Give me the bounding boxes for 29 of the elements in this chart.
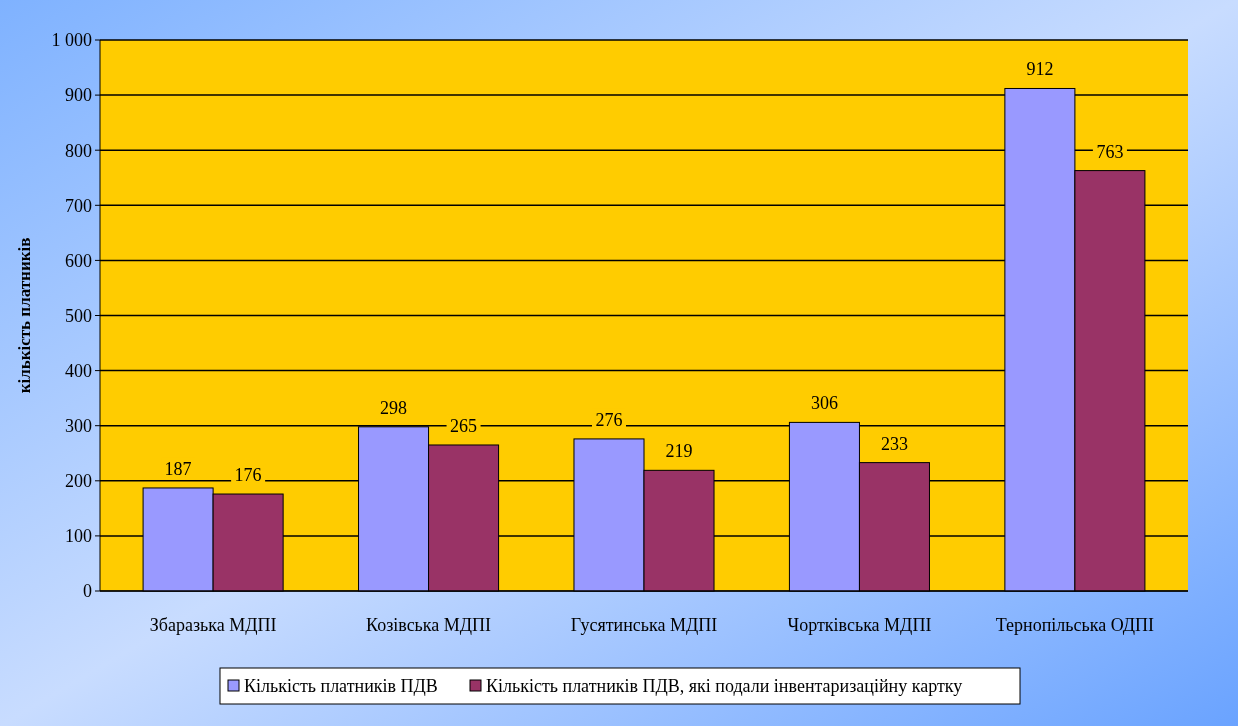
y-tick-label: 0	[83, 581, 92, 602]
y-tick-label: 800	[65, 140, 92, 161]
y-tick-label: 400	[65, 360, 92, 381]
y-tick-label: 100	[65, 526, 92, 547]
data-label: 763	[1096, 141, 1124, 162]
y-tick-label: 700	[65, 195, 92, 216]
data-label: 306	[810, 393, 838, 414]
y-tick-label: 300	[65, 416, 92, 436]
data-label: 265	[450, 415, 478, 436]
x-tick-label: Козівська МДПІ	[366, 615, 492, 635]
data-label: 219	[665, 441, 693, 462]
x-tick-label: Тернопільська ОДПІ	[995, 615, 1155, 635]
data-label: 176	[234, 465, 262, 486]
legend-label: Кількість платників ПДВ	[244, 676, 438, 697]
y-tick-label: 500	[65, 305, 92, 326]
x-tick-label: Збаразька МДПІ	[149, 615, 277, 635]
data-label: 276	[595, 409, 623, 430]
data-label: 187	[164, 458, 192, 479]
data-label: 912	[1026, 59, 1054, 80]
legend-label: Кількість платників ПДВ, які подали інвентаризаційну картку	[486, 676, 963, 697]
x-tick-label: Чортківська МДПІ	[787, 615, 932, 635]
y-tick-label: 1 000	[51, 30, 92, 51]
x-tick-label: Гусятинська МДПІ	[570, 615, 718, 635]
data-label: 233	[880, 433, 908, 454]
data-label: 298	[380, 397, 408, 418]
y-tick-label: 200	[65, 471, 92, 492]
y-tick-label: 900	[65, 85, 92, 106]
y-axis-title: кількість платників	[15, 237, 34, 394]
y-tick-label: 600	[65, 250, 92, 271]
